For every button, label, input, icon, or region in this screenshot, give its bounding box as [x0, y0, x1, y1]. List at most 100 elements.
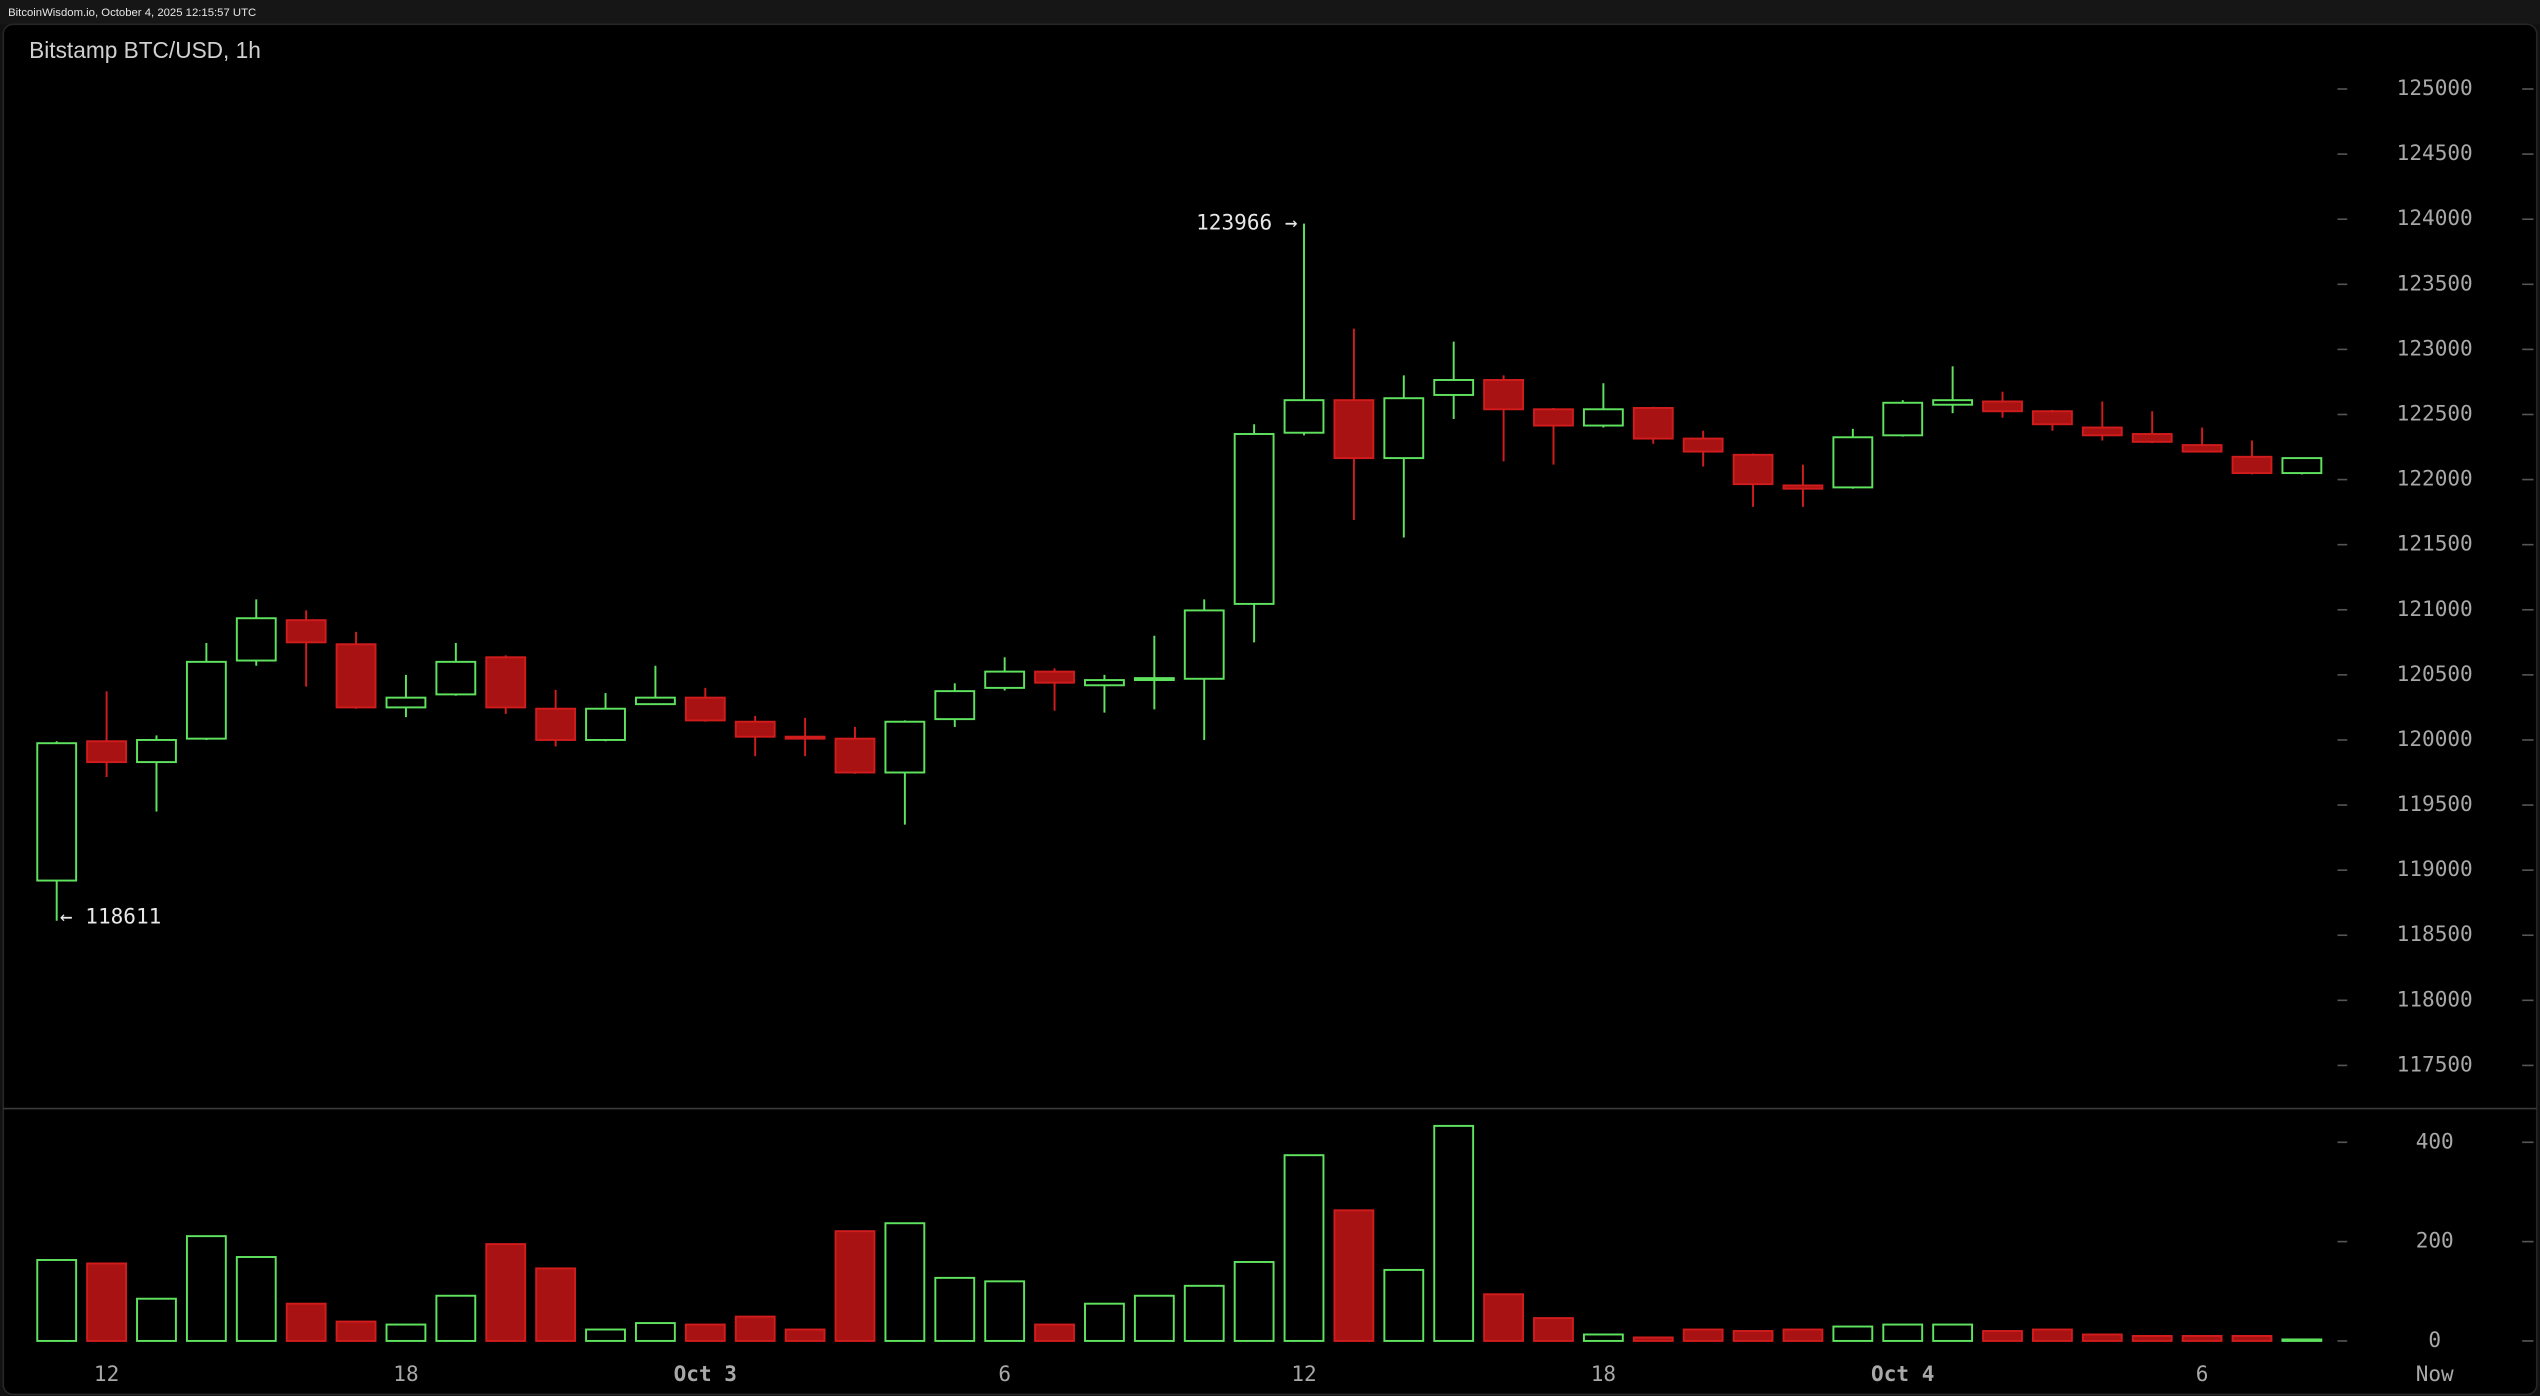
candle-body — [1582, 408, 1624, 427]
candle-body — [235, 617, 277, 662]
x-tick-label: 6 — [2196, 1361, 2209, 1386]
volume-bar — [2281, 1338, 2323, 1342]
volume-tick-label: 0 — [2428, 1327, 2441, 1352]
volume-bar — [86, 1262, 127, 1342]
candle-body — [834, 737, 876, 774]
volume-bar — [1782, 1328, 1824, 1342]
y-tick-label: 123000 — [2397, 335, 2473, 360]
header-text: BitcoinWisdom.io, October 4, 2025 12:15:… — [8, 7, 256, 19]
candle-body — [1982, 400, 2023, 413]
candle-body — [1632, 407, 1674, 440]
x-tick-label: 12 — [94, 1361, 119, 1386]
y-tick-label: 118000 — [2397, 986, 2473, 1011]
volume-bar — [635, 1322, 676, 1342]
x-tick-label: 6 — [998, 1361, 1011, 1386]
volume-bar — [385, 1323, 427, 1342]
volume-bar — [1383, 1268, 1425, 1342]
volume-bar — [136, 1297, 177, 1342]
candle-body — [2081, 426, 2123, 437]
candle-body — [2231, 455, 2273, 475]
volume-bar — [235, 1256, 277, 1342]
candle-body — [1034, 670, 1075, 684]
y-tick-label: 125000 — [2397, 75, 2473, 100]
volume-bar — [1982, 1330, 2023, 1342]
candle-body — [934, 690, 976, 721]
volume-bar — [784, 1328, 826, 1342]
candle-body — [1533, 408, 1574, 427]
candle-body — [335, 643, 377, 709]
volume-bar — [734, 1315, 776, 1342]
volume-bar — [684, 1323, 726, 1342]
volume-bar — [1034, 1323, 1075, 1342]
high-annotation: 123966 → — [1196, 210, 1297, 235]
volume-bar — [335, 1320, 377, 1342]
volume-bar — [435, 1294, 477, 1342]
candle-body — [2181, 444, 2223, 453]
volume-bar — [1832, 1325, 1874, 1342]
y-tick-label: 124000 — [2397, 205, 2473, 230]
candle-body — [285, 619, 327, 644]
candle-body — [1183, 609, 1225, 680]
volume-bar — [834, 1230, 876, 1342]
x-tick-label: Oct 4 — [1871, 1361, 1934, 1386]
candle-body — [385, 696, 427, 709]
candle-body — [684, 696, 726, 722]
candle-body — [136, 738, 177, 764]
y-tick-label: 122000 — [2397, 466, 2473, 491]
volume-tick-label: 400 — [2416, 1128, 2454, 1153]
candle-body — [585, 707, 626, 741]
candle-body — [435, 660, 477, 696]
candle-body — [984, 670, 1026, 689]
volume-bar — [1682, 1328, 1724, 1342]
volume-bar — [1483, 1293, 1525, 1342]
volume-bar — [1533, 1317, 1574, 1342]
y-tick-label: 121000 — [2397, 596, 2473, 621]
volume-bar — [2231, 1334, 2273, 1342]
x-tick-label: Oct 3 — [674, 1361, 737, 1386]
candle-body — [1133, 677, 1175, 682]
chart-title: Bitstamp BTC/USD, 1h — [29, 37, 261, 63]
candle-body — [1433, 379, 1475, 396]
candle-body — [1682, 437, 1724, 453]
y-tick-label: 120500 — [2397, 661, 2473, 686]
candle-body — [1233, 433, 1275, 605]
y-tick-label: 124500 — [2397, 140, 2473, 165]
candle-body — [535, 707, 577, 741]
y-tick-label: 120000 — [2397, 726, 2473, 751]
candle-body — [1832, 436, 1874, 489]
candle-body — [1283, 399, 1325, 434]
volume-bar — [2081, 1333, 2123, 1342]
y-tick-label: 118500 — [2397, 921, 2473, 946]
x-tick-label: 12 — [1291, 1361, 1316, 1386]
candle-body — [1882, 401, 1924, 437]
header-bar — [0, 0, 2540, 25]
volume-bar — [2131, 1334, 2173, 1342]
volume-bar — [1582, 1333, 1624, 1342]
volume-bar — [36, 1259, 78, 1342]
candle-body — [2131, 433, 2173, 443]
volume-bar — [1183, 1284, 1225, 1342]
volume-bar — [1882, 1323, 1924, 1342]
candle-body — [86, 740, 127, 764]
volume-bar — [1632, 1336, 1674, 1342]
volume-bar — [884, 1222, 926, 1342]
candle-body — [884, 720, 926, 774]
candle-body — [185, 660, 227, 740]
volume-bar — [1732, 1330, 1774, 1342]
y-tick-label: 123500 — [2397, 270, 2473, 295]
volume-bar — [535, 1267, 577, 1342]
candle-body — [36, 742, 78, 882]
volume-bar — [185, 1235, 227, 1342]
volume-bar — [485, 1243, 527, 1342]
candle-body — [1732, 453, 1774, 486]
chart-panel — [2, 23, 2538, 1396]
y-tick-label: 117500 — [2397, 1051, 2473, 1076]
volume-bar — [1084, 1302, 1125, 1342]
candle-body — [784, 735, 826, 740]
candle-body — [1782, 484, 1824, 490]
candle-body — [635, 696, 676, 706]
volume-bar — [1233, 1260, 1275, 1342]
candle-body — [485, 656, 527, 709]
volume-bar — [1133, 1294, 1175, 1342]
y-tick-label: 119500 — [2397, 791, 2473, 816]
